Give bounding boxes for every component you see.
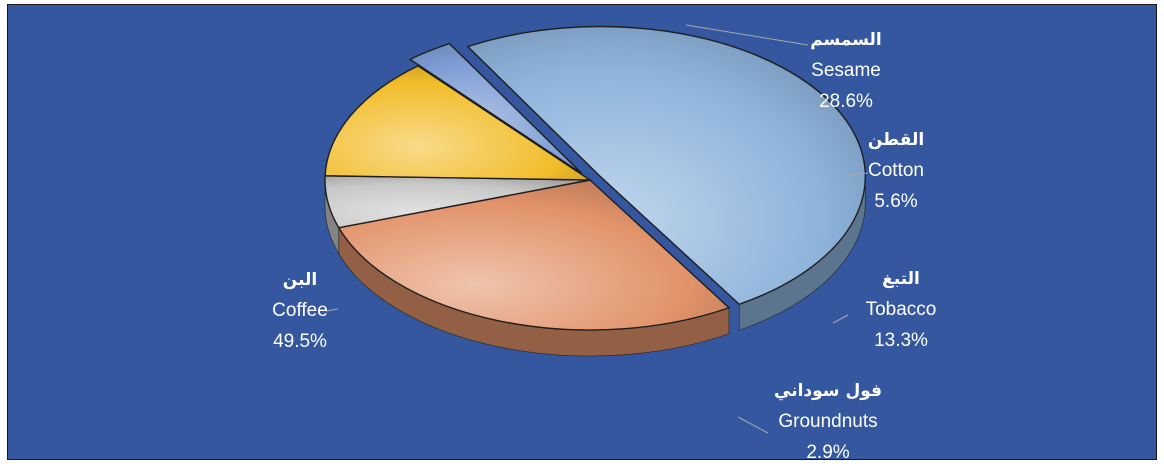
- label-arabic: القطن: [868, 130, 924, 150]
- chart-area: البن Coffee 49.5% السمسم Sesame 28.6% القطن Cot…: [7, 4, 1157, 460]
- label-arabic: فول سوداني: [774, 381, 882, 401]
- pie-slice-coffee: [466, 25, 867, 306]
- label-english: Coffee: [272, 300, 328, 321]
- label-percent: 2.9%: [806, 442, 849, 460]
- label-percent: 28.6%: [819, 91, 873, 112]
- pie-slice-tobacco: [324, 65, 593, 181]
- leader-line-cotton: [847, 172, 869, 176]
- label-english: Groundnuts: [778, 411, 877, 432]
- label-english: Cotton: [868, 160, 924, 181]
- pie-slice-groundnuts: [408, 42, 583, 175]
- leader-line-groundnuts: [737, 416, 769, 434]
- label-arabic: البن: [283, 270, 317, 290]
- data-label-groundnuts: فول سوداني Groundnuts 2.9%: [774, 381, 882, 460]
- data-label-coffee: البن Coffee 49.5%: [272, 270, 328, 352]
- label-percent: 13.3%: [874, 330, 928, 351]
- label-arabic: السمسم: [810, 30, 882, 50]
- leader-line-tobacco: [832, 314, 849, 324]
- leader-line-sesame: [685, 24, 809, 46]
- data-label-tobacco: التبغ Tobacco 13.3%: [866, 269, 937, 351]
- pie-slice-sesame: [337, 179, 731, 331]
- label-percent: 49.5%: [273, 331, 327, 352]
- label-english: Tobacco: [866, 299, 937, 320]
- data-label-sesame: السمسم Sesame 28.6%: [810, 30, 882, 112]
- pie-chart: البن Coffee 49.5% السمسم Sesame 28.6% القطن Cot…: [272, 24, 937, 460]
- leader-line-coffee: [325, 308, 339, 312]
- label-english: Sesame: [811, 60, 881, 81]
- label-percent: 5.6%: [874, 191, 917, 212]
- label-arabic: التبغ: [882, 269, 920, 289]
- data-label-cotton: القطن Cotton 5.6%: [868, 130, 924, 212]
